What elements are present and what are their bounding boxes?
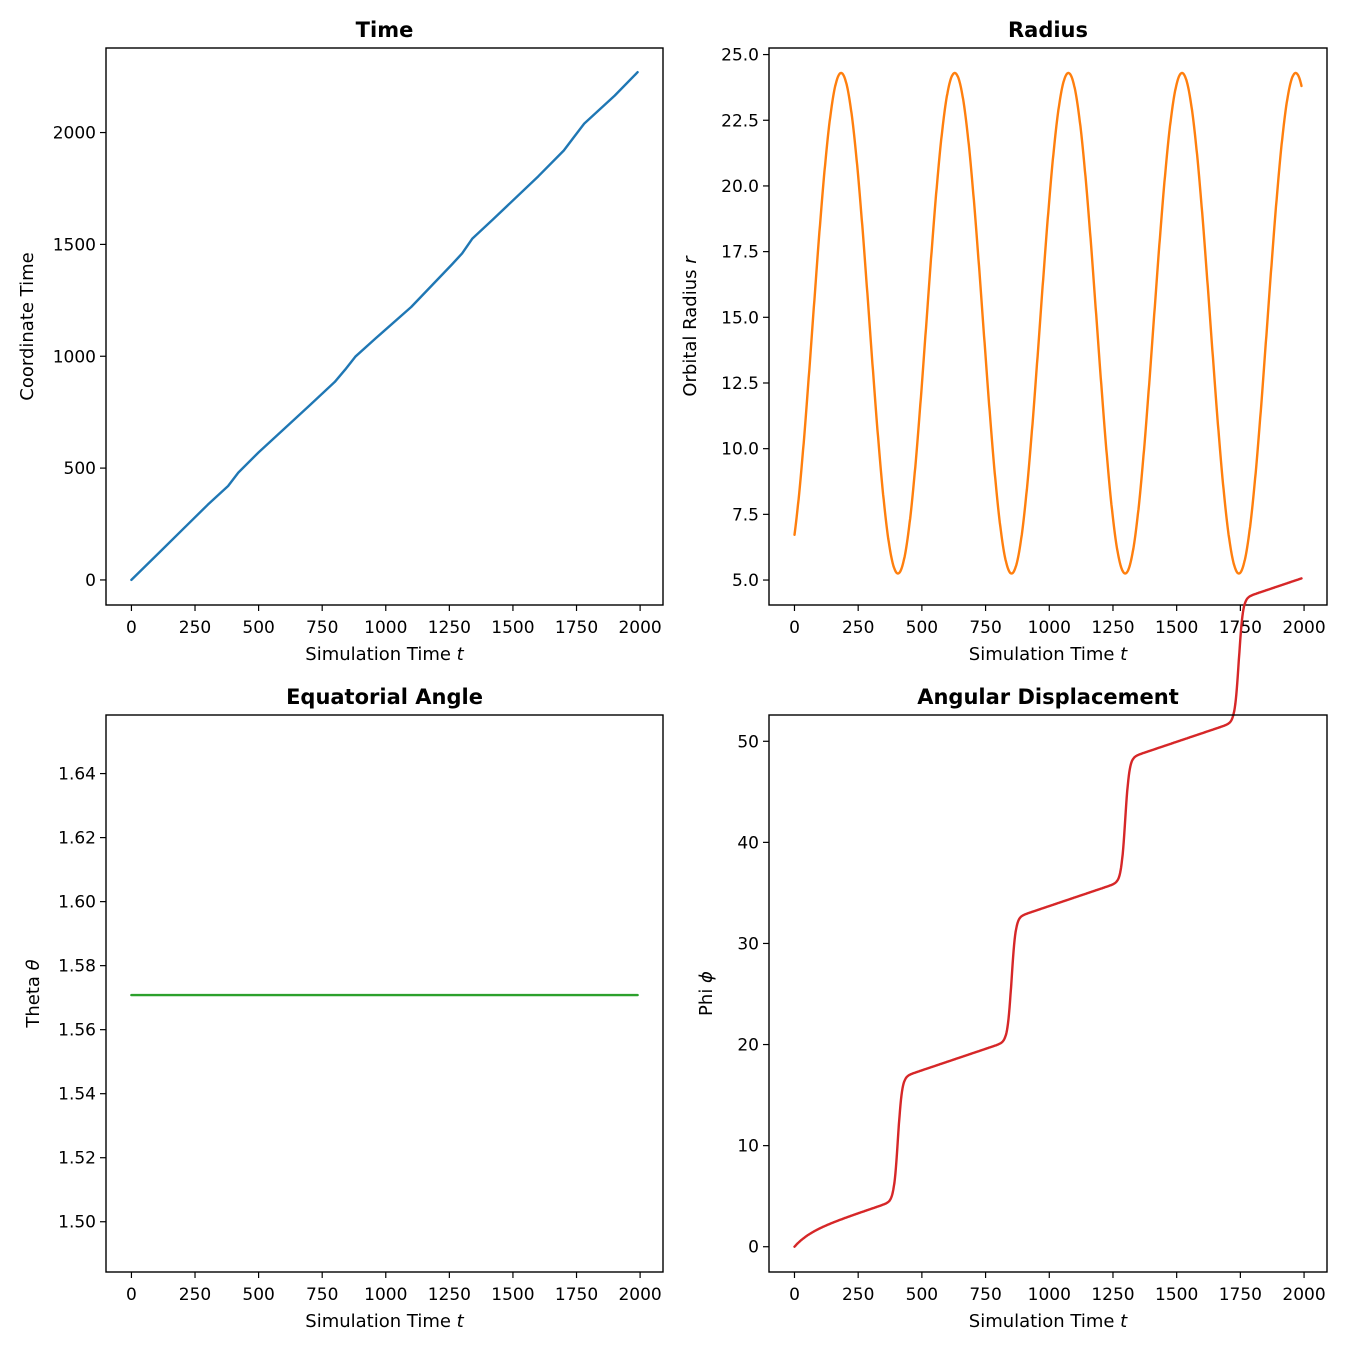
time-x-tick-label: 1750 — [555, 618, 598, 638]
phi-x-tick-label: 2000 — [1282, 1285, 1325, 1305]
panel-theta: Equatorial Angle 0 250 500 750 1000 1250 1500 17… — [23, 685, 664, 1332]
phi-x-tick-label: 1000 — [1028, 1285, 1071, 1305]
radius-x-tick-label: 250 — [842, 618, 874, 638]
phi-x-tick-label: 750 — [969, 1285, 1001, 1305]
radius-y-tick-label: 10.0 — [721, 440, 759, 460]
time-x-tick-label: 500 — [242, 618, 274, 638]
time-y-tick-label: 500 — [64, 459, 96, 479]
phi-y-tick-label: 0 — [748, 1238, 759, 1258]
radius-y-tick-label: 12.5 — [721, 374, 759, 394]
theta-x-tick-label: 2000 — [618, 1285, 661, 1305]
theta-x-tick-label: 750 — [306, 1285, 338, 1305]
radius-y-tick-label: 20.0 — [721, 177, 759, 197]
time-x-tick-label: 2000 — [618, 618, 661, 638]
radius-x-tick-label: 500 — [906, 618, 938, 638]
theta-y-tick-label: 1.54 — [58, 1085, 96, 1105]
theta-x-tick-label: 250 — [179, 1285, 211, 1305]
theta-x-tick-label: 1500 — [491, 1285, 534, 1305]
time-x-axis-label: Simulation Time t — [305, 644, 464, 665]
radius-y-axis-label: Orbital Radius r — [680, 255, 701, 397]
radius-series-line — [793, 71, 1303, 575]
time-y-axis-label: Coordinate Time — [17, 252, 38, 400]
phi-x-tick-label: 250 — [842, 1285, 874, 1305]
theta-x-tick-label: 1000 — [364, 1285, 407, 1305]
theta-x-tick-label: 0 — [126, 1285, 137, 1305]
phi-y-tick-label: 40 — [737, 833, 759, 853]
time-title: Time — [356, 18, 414, 42]
radius-y-tick-label: 17.5 — [721, 243, 759, 263]
radius-y-tick-label: 15.0 — [721, 308, 759, 328]
time-x-tick-label: 1000 — [364, 618, 407, 638]
theta-y-tick-label: 1.62 — [58, 829, 96, 849]
radius-x-tick-label: 0 — [789, 618, 800, 638]
radius-x-tick-label: 1000 — [1028, 618, 1071, 638]
phi-x-axis-label: Simulation Time t — [969, 1311, 1128, 1332]
theta-y-tick-label: 1.52 — [58, 1149, 96, 1169]
theta-x-axis-label: Simulation Time t — [305, 1311, 464, 1332]
radius-x-tick-label: 2000 — [1282, 618, 1325, 638]
phi-y-tick-label: 50 — [737, 732, 759, 752]
radius-x-tick-label: 750 — [969, 618, 1001, 638]
theta-y-axis-label: Theta θ — [23, 959, 44, 1028]
time-y-tick-label: 1000 — [53, 347, 96, 367]
phi-x-tick-label: 0 — [789, 1285, 800, 1305]
radius-title: Radius — [1008, 18, 1088, 42]
phi-x-tick-label: 1250 — [1091, 1285, 1134, 1305]
phi-y-tick-label: 10 — [737, 1137, 759, 1157]
radius-x-axis-label: Simulation Time t — [969, 644, 1128, 665]
radius-y-tick-label: 5.0 — [732, 571, 759, 591]
theta-x-tick-label: 500 — [242, 1285, 274, 1305]
phi-x-tick-label: 1750 — [1219, 1285, 1262, 1305]
time-series-line — [130, 71, 639, 582]
theta-x-tick-label: 1750 — [555, 1285, 598, 1305]
time-x-tick-label: 1250 — [428, 618, 471, 638]
radius-y-tick-label: 22.5 — [721, 111, 759, 131]
time-y-tick-label: 1500 — [53, 235, 96, 255]
radius-x-tick-label: 1500 — [1155, 618, 1198, 638]
time-x-tick-label: 750 — [306, 618, 338, 638]
phi-y-axis-label: Phi ϕ — [696, 971, 717, 1016]
theta-y-tick-label: 1.60 — [58, 893, 96, 913]
theta-y-tick-label: 1.58 — [58, 957, 96, 977]
radius-plot-frame — [768, 47, 1328, 606]
phi-x-tick-label: 1500 — [1155, 1285, 1198, 1305]
phi-y-tick-label: 30 — [737, 934, 759, 954]
theta-x-tick-label: 1250 — [428, 1285, 471, 1305]
time-x-tick-label: 0 — [126, 618, 137, 638]
radius-x-tick-label: 1250 — [1091, 618, 1134, 638]
time-x-tick-label: 250 — [179, 618, 211, 638]
theta-title: Equatorial Angle — [286, 685, 483, 709]
time-y-tick-label: 2000 — [53, 124, 96, 144]
phi-x-tick-label: 500 — [906, 1285, 938, 1305]
theta-y-tick-label: 1.50 — [58, 1213, 96, 1233]
theta-y-tick-label: 1.56 — [58, 1021, 96, 1041]
time-x-tick-label: 1500 — [491, 618, 534, 638]
time-plot-frame — [105, 47, 664, 606]
phi-series-line — [793, 577, 1303, 1248]
phi-plot-frame — [768, 714, 1328, 1273]
phi-y-tick-label: 20 — [737, 1036, 759, 1056]
phi-title: Angular Displacement — [917, 685, 1179, 709]
theta-plot-frame — [105, 714, 664, 1273]
radius-y-tick-label: 7.5 — [732, 505, 759, 525]
theta-y-tick-label: 1.64 — [58, 765, 96, 785]
radius-y-tick-label: 25.0 — [721, 46, 759, 66]
panel-time: Time 0 250 500 750 1000 1250 1500 1750 2000 0 500 10… — [17, 18, 664, 665]
time-y-tick-label: 0 — [85, 571, 96, 591]
